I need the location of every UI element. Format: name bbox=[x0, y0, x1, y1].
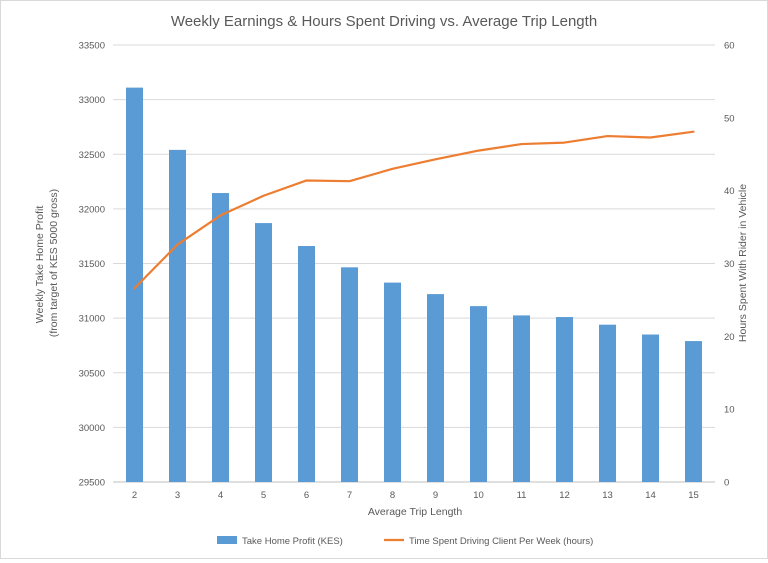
x-axis-tick-label: 15 bbox=[688, 490, 699, 501]
x-axis-tick-label: 3 bbox=[175, 490, 180, 501]
right-axis-ticks: 0 10 20 30 40 50 60 bbox=[724, 41, 735, 489]
left-axis-tick-label: 29500 bbox=[79, 478, 105, 489]
chart-title: Weekly Earnings & Hours Spent Driving vs… bbox=[171, 13, 597, 30]
left-axis-tick-label: 31500 bbox=[79, 259, 105, 270]
left-axis-label-line-2: (from target of KES 5000 gross) bbox=[48, 189, 60, 337]
left-axis-tick-label: 30000 bbox=[79, 423, 105, 434]
x-axis-tick-label: 5 bbox=[261, 490, 266, 501]
x-axis-label: Average Trip Length bbox=[368, 506, 463, 518]
bar bbox=[470, 306, 487, 482]
left-axis-tick-label: 33000 bbox=[79, 95, 105, 106]
left-axis-tick-label: 32500 bbox=[79, 150, 105, 161]
gridlines bbox=[113, 45, 715, 482]
bar bbox=[513, 315, 530, 482]
bar bbox=[599, 325, 616, 482]
bar bbox=[341, 267, 358, 482]
right-axis-tick-label: 40 bbox=[724, 186, 735, 197]
x-axis-tick-label: 11 bbox=[517, 490, 527, 501]
right-axis-tick-label: 60 bbox=[724, 41, 735, 52]
x-axis-tick-label: 4 bbox=[218, 490, 223, 501]
right-axis-tick-label: 30 bbox=[724, 259, 735, 270]
bar bbox=[298, 246, 315, 482]
legend-label-hours: Time Spent Driving Client Per Week (hour… bbox=[409, 536, 593, 547]
right-axis-label: Hours Spent With Rider in Vehicle bbox=[737, 184, 749, 342]
x-axis-ticks: 2 3 4 5 6 7 8 9 10 11 12 13 14 15 bbox=[132, 490, 699, 501]
x-axis-tick-label: 10 bbox=[473, 490, 484, 501]
bar bbox=[642, 335, 659, 482]
left-axis-tick-label: 32000 bbox=[79, 204, 105, 215]
left-axis-tick-label: 33500 bbox=[79, 41, 105, 52]
x-axis-tick-label: 13 bbox=[602, 490, 613, 501]
bar bbox=[384, 283, 401, 482]
bar bbox=[169, 150, 186, 482]
left-axis-label: Weekly Take Home Profit (from target of … bbox=[34, 189, 60, 337]
x-axis-tick-label: 14 bbox=[645, 490, 656, 501]
bar bbox=[126, 88, 143, 482]
legend-swatch-profit bbox=[217, 536, 237, 544]
left-axis-tick-label: 31000 bbox=[79, 314, 105, 325]
left-axis-label-line-1: Weekly Take Home Profit bbox=[34, 206, 46, 324]
x-axis-tick-label: 12 bbox=[559, 490, 570, 501]
bar bbox=[212, 193, 229, 482]
left-axis-tick-label: 30500 bbox=[79, 368, 105, 379]
legend-label-profit: Take Home Profit (KES) bbox=[242, 536, 343, 547]
bar-series bbox=[126, 88, 702, 482]
right-axis-tick-label: 20 bbox=[724, 332, 735, 343]
legend: Take Home Profit (KES) Time Spent Drivin… bbox=[217, 536, 593, 547]
right-axis-tick-label: 10 bbox=[724, 405, 735, 416]
x-axis-tick-label: 8 bbox=[390, 490, 395, 501]
x-axis-tick-label: 7 bbox=[347, 490, 352, 501]
left-axis-ticks: 29500 30000 30500 31000 31500 32000 32500 33000… bbox=[79, 41, 105, 489]
bar bbox=[255, 223, 272, 482]
bar bbox=[556, 317, 573, 482]
bar bbox=[427, 294, 444, 482]
right-axis-tick-label: 50 bbox=[724, 113, 735, 124]
x-axis-tick-label: 9 bbox=[433, 490, 438, 501]
right-axis-tick-label: 0 bbox=[724, 478, 729, 489]
x-axis-tick-label: 2 bbox=[132, 490, 137, 501]
x-axis-tick-label: 6 bbox=[304, 490, 309, 501]
bar bbox=[685, 341, 702, 482]
